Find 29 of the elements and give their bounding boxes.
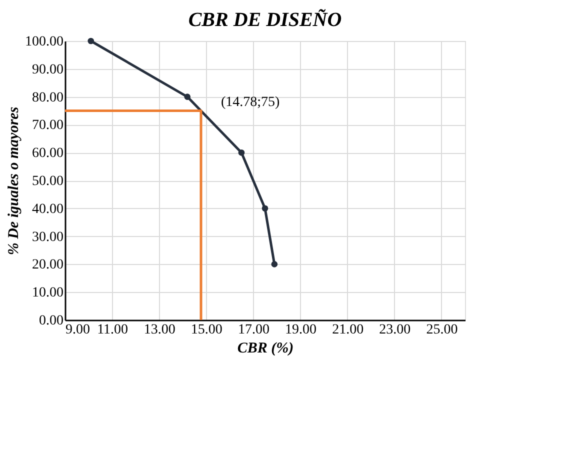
point [184,94,191,100]
chart-title: CBR DE DISEÑO [188,9,342,31]
y-tick-label: 0.00 [39,314,64,328]
x-tick-label: 13.00 [144,322,176,338]
y-tick-label: 70.00 [32,118,64,134]
y-tick-label: 80.00 [32,90,64,106]
annotation: (14.78;75) [221,94,280,110]
y-tick-label: 30.00 [32,230,64,245]
y-axis-title: % De iguales o mayores [6,106,22,256]
y-tick-label: 40.00 [32,202,64,217]
y-tick-label: 50.00 [32,174,64,189]
y-tick-label: 60.00 [32,146,64,162]
x-tick-label: 21.00 [332,322,364,338]
x-tick-label: 11.00 [97,322,128,338]
x-tick-label: 25.00 [426,322,458,338]
x-tick-label: 23.00 [379,322,411,338]
y-tick-label: 10.00 [32,286,64,301]
y-tick-label: 20.00 [32,258,64,273]
point [271,261,278,268]
y-tick-label: 100.00 [25,34,64,50]
x-tick-label: 19.00 [285,322,317,338]
point [238,149,245,156]
x-axis-title: CBR (%) [237,340,294,356]
point [262,205,268,212]
x-tick-label: 17.00 [238,322,270,338]
point [88,38,94,44]
x-tick-label: 9.00 [66,322,90,338]
x-tick-label: 15.00 [190,322,222,338]
y-tick-label: 90.00 [32,62,64,78]
